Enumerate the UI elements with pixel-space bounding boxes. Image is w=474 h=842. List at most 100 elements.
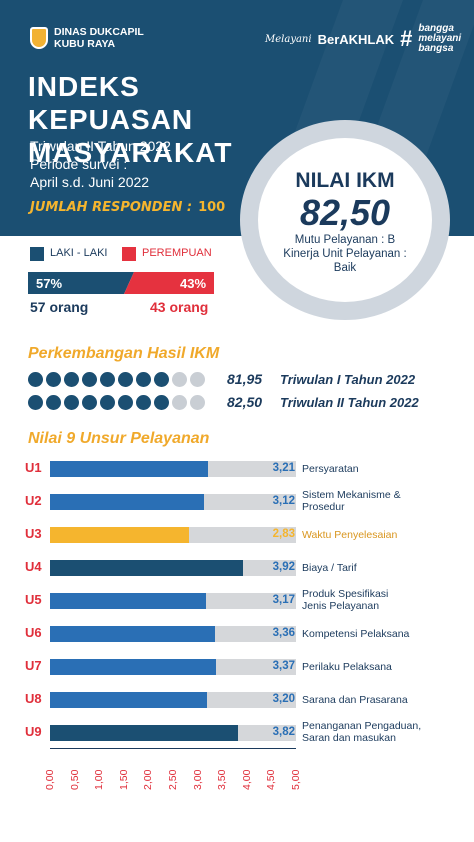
trend-dot-filled [46, 395, 61, 410]
trend-dot-filled [82, 395, 97, 410]
male-legend-label: LAKI - LAKI [50, 247, 108, 259]
survey-range: April s.d. Juni 2022 [30, 174, 150, 190]
x-tick: 3,50 [212, 752, 232, 792]
trend-value-1: 81,95 [227, 371, 263, 387]
category-name-line: Sistem Mekanisme & [302, 489, 401, 501]
ikm-content: NILAI IKM 82,50 Mutu Pelayanan : B Kiner… [258, 138, 432, 302]
trend-value-2: 82,50 [227, 394, 263, 410]
x-tick-label: 3,50 [216, 769, 229, 790]
data-label: 3,20 [272, 693, 295, 705]
category-name: Sarana dan Prasarana [302, 694, 408, 706]
data-label: 3,21 [272, 462, 295, 474]
data-label: 2,83 [272, 528, 295, 540]
female-count: 43 orang [150, 299, 209, 315]
org-line2: KUBU RAYA [54, 38, 116, 50]
female-bar [124, 272, 214, 294]
respondents: JUMLAH RESPONDEN : 100 [30, 200, 225, 215]
x-tick-label: 2,00 [142, 769, 155, 790]
x-tick-label: 0,50 [68, 769, 81, 790]
female-legend-swatch [122, 247, 136, 261]
trend-dot-filled [64, 372, 79, 387]
category-name-line: Perilaku Pelaksana [302, 661, 392, 673]
ikm-circle: NILAI IKM 82,50 Mutu Pelayanan : B Kiner… [240, 120, 450, 320]
x-tick-label: 1,50 [117, 769, 130, 790]
ikm-note-1: Mutu Pelayanan : B [294, 234, 396, 246]
x-tick-label: 5,00 [290, 769, 302, 790]
x-tick: 0,50 [65, 752, 85, 792]
category-name-line: Penanganan Pengaduan, [302, 720, 422, 732]
trend-dot-filled [154, 395, 169, 410]
page-title: INDEKS KEPUASAN MASYARAKAT [28, 70, 288, 169]
trend-dot-filled [28, 395, 43, 410]
category-name: Produk Spesifikasi Jenis Pelayanan [302, 588, 388, 612]
trend-dot-filled [118, 372, 133, 387]
category-name: Biaya / Tarif [302, 562, 357, 574]
category-label: U6 [25, 625, 42, 640]
category-label: U4 [25, 559, 42, 574]
category-label: U1 [25, 460, 42, 475]
category-name-line: Biaya / Tarif [302, 562, 357, 574]
bar [50, 560, 243, 576]
trend-dots-2 [28, 395, 205, 410]
tagline-3: bangsa [418, 43, 454, 54]
category-name: Penanganan Pengaduan, Saran dan masukan [302, 720, 421, 744]
x-tick-label: 4,50 [265, 769, 278, 790]
trend-dot-filled [28, 372, 43, 387]
category-label: U3 [25, 526, 42, 541]
trend-dot-filled [136, 395, 151, 410]
respondents-label: JUMLAH RESPONDEN : [30, 200, 193, 215]
x-tick: 4,50 [261, 752, 281, 792]
category-name: Persyaratan [302, 463, 359, 475]
trend-dot-filled [82, 372, 97, 387]
chart-title: Nilai 9 Unsur Pelayanan [28, 430, 210, 447]
category-label: U9 [25, 724, 42, 739]
data-label: 3,37 [272, 660, 295, 672]
org-logo: DINAS DUKCAPIL KUBU RAYA [30, 26, 144, 50]
x-tick: 1,00 [89, 752, 109, 792]
male-legend-swatch [30, 247, 44, 261]
x-tick: 1,50 [114, 752, 134, 792]
trend-dot-filled [100, 372, 115, 387]
x-tick: 4,00 [237, 752, 257, 792]
bar [50, 626, 216, 642]
trend-dot-empty [190, 372, 205, 387]
trend-dot-filled [46, 372, 61, 387]
category-name-line: Jenis Pelayanan [302, 600, 380, 612]
ikm-note: Mutu Pelayanan : B Kinerja Unit Pelayana… [283, 233, 406, 275]
category-name-line: Persyaratan [302, 463, 359, 475]
x-tick-label: 0,00 [44, 769, 56, 790]
x-tick-label: 4,00 [240, 769, 253, 790]
bar [50, 725, 238, 741]
title-line1: INDEKS KEPUASAN [28, 71, 194, 135]
trend-label-1: Triwulan I Tahun 2022 [280, 372, 416, 387]
male-count: 57 orang [30, 299, 89, 315]
category-name-line: Saran dan masukan [302, 732, 396, 744]
category-name-line: Waktu Penyelesaian [302, 529, 398, 541]
female-legend-label: PEREMPUAN [142, 247, 212, 259]
category-label: U2 [25, 493, 42, 508]
ikm-label: NILAI IKM [295, 169, 395, 192]
org-name: DINAS DUKCAPIL KUBU RAYA [54, 26, 144, 50]
x-tick-label: 3,00 [191, 769, 204, 790]
category-name: Sistem Mekanisme & Prosedur [302, 489, 401, 513]
data-label: 3,36 [272, 627, 295, 639]
trend-title: Perkembangan Hasil IKM [28, 345, 220, 362]
bar [50, 461, 208, 477]
trend-dots-1 [28, 372, 205, 387]
category-name: Kompetensi Pelaksana [302, 628, 409, 640]
period-label: Triwulan II Tahun 2022 [30, 138, 171, 154]
trend-dot-filled [118, 395, 133, 410]
x-tick-label: 2,50 [167, 769, 179, 790]
category-name-line: Kompetensi Pelaksana [302, 628, 410, 640]
male-bar [28, 272, 134, 294]
data-label: 3,92 [272, 561, 295, 573]
trend-dot-empty [190, 395, 205, 410]
respondents-value: 100 [198, 200, 226, 215]
brand-berakhlak: BerAKHLAK [317, 31, 395, 47]
bar [50, 692, 208, 708]
brand-tagline: bangga melayani bangsa [418, 24, 461, 54]
ikm-note-2: Kinerja Unit Pelayanan : [283, 248, 407, 260]
hashtag-icon: # [400, 26, 413, 51]
trend-dot-filled [64, 395, 79, 410]
hero-banner: DINAS DUKCAPIL KUBU RAYA Melayani BerAKH… [0, 0, 474, 236]
